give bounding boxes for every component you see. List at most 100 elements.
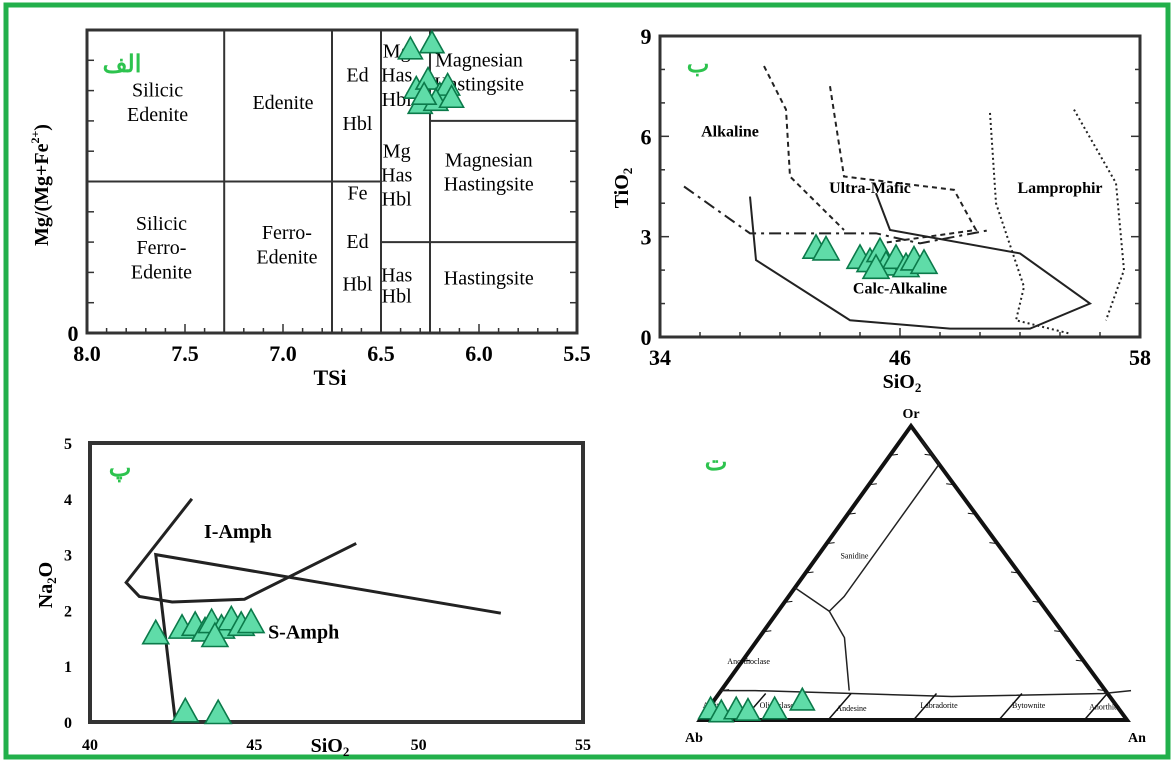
panel-d-data-point bbox=[734, 696, 762, 722]
panel-d-apex-an: An bbox=[1128, 731, 1146, 746]
panel-a-field-label: Mg bbox=[383, 140, 411, 162]
panel-a-field-label: Hbl bbox=[342, 274, 372, 296]
panel-d-tick-left bbox=[805, 571, 814, 574]
panel-b-label: ب bbox=[687, 52, 710, 78]
panel-a-data-point bbox=[410, 80, 438, 106]
panel-a-field-label: Edenite bbox=[252, 92, 313, 114]
panel-c-ytick-label: 4 bbox=[64, 492, 72, 509]
panel-a-field-label: Hbl bbox=[382, 286, 412, 308]
panel-d-tick-left bbox=[847, 512, 856, 515]
panel-c-xtick-label: 45 bbox=[246, 737, 262, 754]
panel-d-apex-ab: Ab bbox=[685, 731, 703, 746]
panel-d-tick-right bbox=[1097, 689, 1106, 692]
panel-d-tick-right bbox=[924, 453, 933, 456]
panel-c-ylabel: Na2O bbox=[35, 562, 59, 609]
panel-b-alkaline-boundary bbox=[683, 185, 991, 245]
panel-c-data-point bbox=[170, 696, 200, 723]
panel-a-field-label: Ferro- bbox=[136, 237, 186, 259]
panel-b-data-point bbox=[811, 234, 841, 261]
panel-d-tick-right bbox=[946, 483, 955, 486]
panel-c-data-point bbox=[203, 698, 233, 725]
svg-text:TiO2: TiO2 bbox=[611, 168, 635, 209]
panel-b-ultramafic-boundary-1 bbox=[763, 65, 845, 231]
panel-a-field-label: Silicic bbox=[132, 80, 183, 102]
panel-a-field-label: Ed bbox=[346, 65, 368, 87]
panel-c-field-label: S-Amph bbox=[268, 621, 339, 643]
panel-d-apex-or: Or bbox=[902, 407, 919, 422]
panel-d-tick-right bbox=[1075, 659, 1084, 662]
panel-b-lamprophir-boundary-2 bbox=[1073, 109, 1126, 321]
panel-b-ylabel: TiO2 bbox=[611, 168, 635, 209]
panel-d-plag-divider-2 bbox=[912, 693, 938, 721]
panel-b-calc-alkaline-boundary bbox=[749, 192, 1093, 330]
panel-a-data-point bbox=[438, 84, 465, 109]
panel-c-field-label: I-Amph bbox=[204, 521, 272, 543]
panel-d-plag-divider-1 bbox=[827, 693, 852, 721]
panel-c-data-point bbox=[141, 618, 171, 645]
panel-b-field-label: Lamprophir bbox=[1017, 180, 1102, 197]
panel-d-tick-left bbox=[889, 453, 898, 456]
panel-b-xlabel: SiO2 bbox=[883, 371, 922, 395]
panel-d-sanidine-boundary bbox=[828, 440, 941, 691]
panel-d-data-point bbox=[788, 686, 816, 711]
panel-c-i-amph-boundary bbox=[124, 497, 357, 604]
panel-d-field-label: Anorthoclase bbox=[727, 657, 770, 666]
panel-b-ytick-label: 3 bbox=[641, 225, 652, 250]
panel-d-plag-divider-4 bbox=[1083, 693, 1108, 721]
svg-text:Mg/(Mg+Fe2+): Mg/(Mg+Fe2+) bbox=[28, 124, 53, 246]
panel-a-field-label: Edenite bbox=[127, 104, 188, 126]
panel-a-field-label: Magnesian bbox=[435, 49, 523, 71]
panel-a-field-label: Hbl bbox=[382, 189, 412, 211]
panel-d-plag-boundary bbox=[721, 689, 1132, 698]
panel-a-field-label: Hastingsite bbox=[444, 268, 534, 290]
svg-text:Na2O: Na2O bbox=[35, 562, 59, 609]
panel-a-field-label: Magnesian bbox=[445, 149, 533, 171]
panel-a-field-label: Edenite bbox=[131, 261, 192, 283]
panel-d-field-label: Anorthite bbox=[1089, 703, 1120, 712]
panel-d-field-label: Andesine bbox=[836, 704, 867, 713]
panel-d-tick-left bbox=[763, 630, 772, 633]
panel-d-tick-right bbox=[989, 542, 998, 545]
panel-a-ylabel: Mg/(Mg+Fe2+) bbox=[28, 124, 53, 246]
panel-c-ytick-label: 1 bbox=[64, 659, 72, 676]
panel-c-frame bbox=[88, 441, 585, 724]
panel-d-field-label: Labradorite bbox=[920, 701, 958, 710]
panel-d-tick-left bbox=[784, 600, 793, 603]
panel-b-xtick-label: 46 bbox=[889, 345, 911, 370]
panel-d-tick-right bbox=[967, 512, 976, 515]
panel-a-ytick-label: 0 bbox=[68, 321, 79, 346]
panel-d-data-point bbox=[761, 695, 789, 720]
panel-d-tick-left bbox=[742, 659, 751, 662]
panel-c-ytick-label: 5 bbox=[64, 436, 72, 453]
panel-b-ytick-label: 6 bbox=[641, 124, 652, 149]
panel-d-triangle bbox=[696, 422, 1131, 722]
panel-d-plag-divider-3 bbox=[998, 693, 1023, 721]
panel-a-field-label: Ferro- bbox=[262, 222, 312, 244]
panel-d-tick-right bbox=[1032, 600, 1041, 603]
panel-a-field-label: Hastingsite bbox=[444, 174, 534, 196]
panel-b-xtick-label: 34 bbox=[649, 345, 671, 370]
panel-a-xtick-label: 7.0 bbox=[269, 341, 297, 366]
panel-d-ternary-chart: OrAbAnSanidineAnorthoclaseAlbiteOligocla… bbox=[685, 407, 1146, 746]
panel-c-xtick-label: 40 bbox=[82, 737, 98, 754]
panel-b-field-label: Calc-Alkaline bbox=[853, 281, 947, 298]
panel-d-tick-right bbox=[1010, 571, 1020, 574]
panel-a-data-point bbox=[397, 35, 424, 60]
panel-c-xtick-label: 50 bbox=[411, 737, 427, 754]
panel-a-field-label: Fe bbox=[347, 183, 367, 205]
panel-d-anorthoclase-boundary bbox=[794, 587, 830, 612]
panel-a-field-label: Has bbox=[381, 165, 412, 187]
panel-c-ytick-label: 0 bbox=[64, 715, 72, 732]
panel-c-label: پ bbox=[109, 456, 132, 483]
panel-a-xlabel: TSi bbox=[313, 365, 346, 390]
panel-b-data-point bbox=[909, 248, 939, 275]
panel-b-ytick-label: 0 bbox=[641, 325, 652, 350]
panel-d-label: ت bbox=[705, 450, 728, 476]
panel-a-data-point bbox=[418, 29, 446, 54]
panel-b-ultramafic-boundary-2 bbox=[829, 86, 978, 245]
panel-c-ytick-label: 2 bbox=[64, 603, 72, 620]
panel-a-field-label: Ed bbox=[346, 231, 368, 253]
panel-c-ytick-label: 3 bbox=[64, 548, 72, 565]
